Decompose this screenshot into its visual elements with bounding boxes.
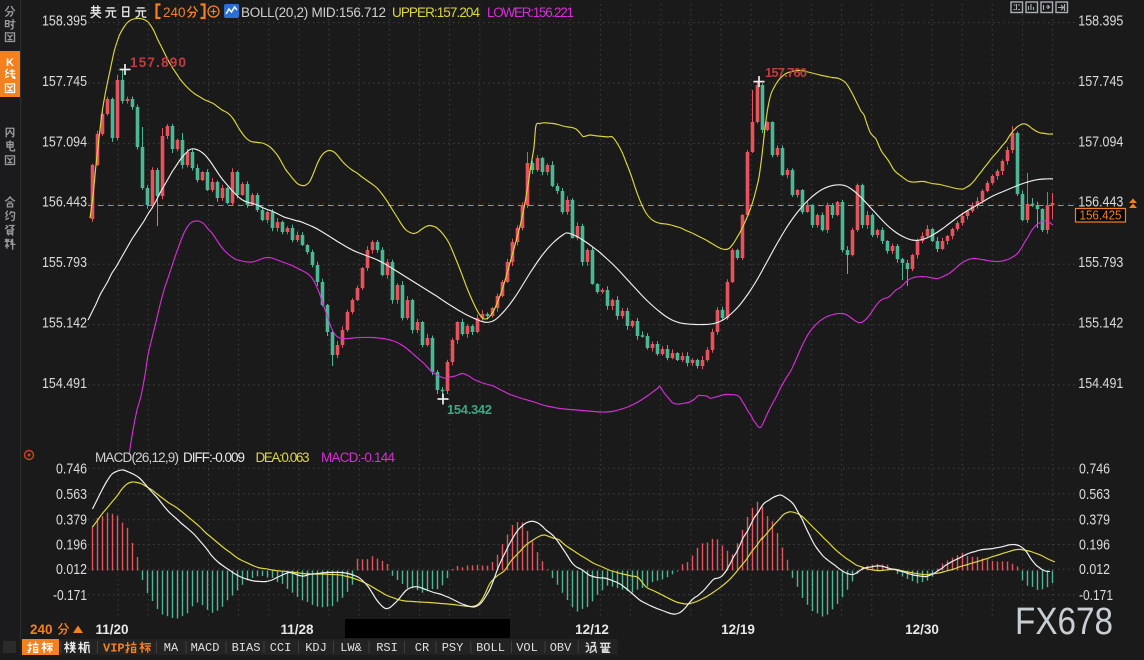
- svg-text:0.196: 0.196: [56, 538, 87, 554]
- svg-text:OBV: OBV: [550, 641, 572, 655]
- svg-text:240: 240: [30, 622, 53, 637]
- svg-text:0.196: 0.196: [1079, 538, 1110, 554]
- svg-text:MACD(26,12,9): MACD(26,12,9): [95, 450, 179, 465]
- svg-text:CR: CR: [415, 641, 429, 655]
- svg-text:157.094: 157.094: [42, 134, 87, 150]
- svg-text:UPPER:157.204: UPPER:157.204: [392, 5, 480, 20]
- svg-text:154.342: 154.342: [447, 402, 492, 417]
- svg-text:RSI: RSI: [376, 641, 398, 655]
- svg-text:156.443: 156.443: [1078, 195, 1123, 211]
- svg-text:12/12: 12/12: [575, 622, 609, 637]
- svg-text:158.395: 158.395: [1078, 14, 1123, 30]
- svg-text:157.745: 157.745: [1078, 74, 1123, 90]
- svg-text:12/19: 12/19: [721, 622, 755, 637]
- svg-text:11/28: 11/28: [280, 622, 314, 637]
- svg-text:155.793: 155.793: [42, 255, 87, 271]
- svg-text:157.745: 157.745: [42, 74, 87, 90]
- svg-text:-0.171: -0.171: [53, 588, 87, 604]
- svg-text:LOWER:156.221: LOWER:156.221: [487, 5, 574, 20]
- svg-text:0.379: 0.379: [1079, 513, 1110, 529]
- svg-text:12/30: 12/30: [905, 622, 939, 637]
- svg-text:156.425: 156.425: [1080, 207, 1122, 222]
- svg-text:DEA:0.063: DEA:0.063: [256, 450, 310, 465]
- svg-text:155.142: 155.142: [42, 316, 87, 332]
- svg-text:157.094: 157.094: [1078, 134, 1123, 150]
- svg-text:0.012: 0.012: [56, 562, 87, 578]
- svg-text:KDJ: KDJ: [305, 641, 327, 655]
- svg-text:BOLL: BOLL: [476, 641, 505, 655]
- svg-text:0.746: 0.746: [1079, 461, 1110, 477]
- svg-text:158.395: 158.395: [42, 14, 87, 30]
- svg-text:0.746: 0.746: [56, 461, 87, 477]
- svg-text:DIFF:-0.009: DIFF:-0.009: [183, 450, 245, 465]
- svg-text:157.890: 157.890: [130, 55, 186, 70]
- svg-text:156.443: 156.443: [42, 195, 87, 211]
- svg-text:CCI: CCI: [270, 641, 292, 655]
- svg-text:154.491: 154.491: [1078, 376, 1123, 392]
- svg-text:BOLL(20,2) MID:156.712: BOLL(20,2) MID:156.712: [241, 5, 386, 20]
- svg-text:LW&: LW&: [340, 641, 362, 655]
- svg-text:FX678: FX678: [1015, 601, 1113, 643]
- svg-text:MACD:-0.144: MACD:-0.144: [321, 450, 395, 465]
- svg-text:0.563: 0.563: [1079, 487, 1110, 503]
- svg-text:K: K: [6, 57, 14, 69]
- svg-text:155.793: 155.793: [1078, 255, 1123, 271]
- svg-text:BIAS: BIAS: [232, 641, 261, 655]
- svg-text:157.760: 157.760: [765, 65, 807, 80]
- svg-text:MACD: MACD: [191, 641, 220, 655]
- svg-text:0.012: 0.012: [1079, 562, 1110, 578]
- svg-text:0.379: 0.379: [56, 513, 87, 529]
- svg-text:11/20: 11/20: [95, 622, 128, 637]
- svg-text:155.142: 155.142: [1078, 316, 1123, 332]
- svg-text:MA: MA: [164, 641, 179, 655]
- svg-text:VIP: VIP: [103, 642, 125, 656]
- svg-text:240: 240: [163, 5, 186, 20]
- svg-text:PSY: PSY: [442, 641, 464, 655]
- svg-text:154.491: 154.491: [42, 376, 87, 392]
- svg-text:VOL: VOL: [516, 641, 538, 655]
- svg-text:-0.171: -0.171: [1079, 588, 1113, 604]
- svg-text:0.563: 0.563: [56, 487, 87, 503]
